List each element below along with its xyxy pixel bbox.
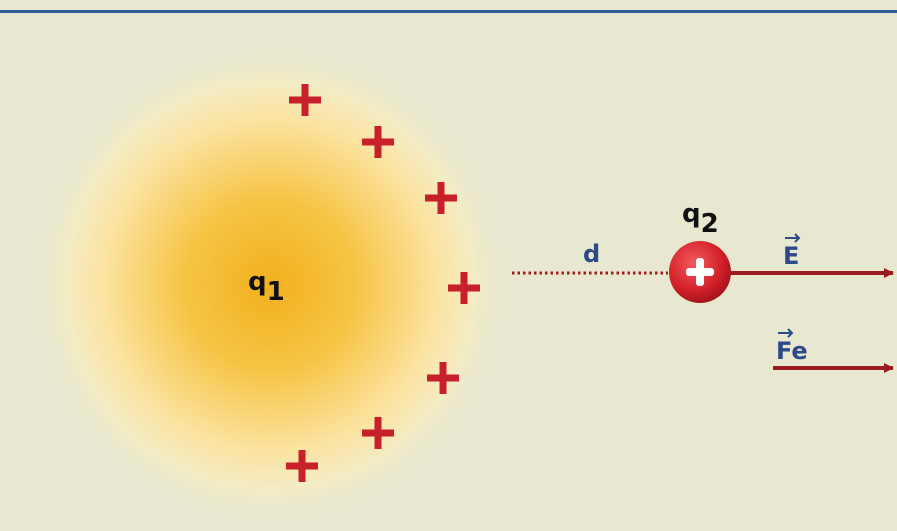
q2-label: q2 (682, 199, 719, 239)
plus-signs (286, 84, 480, 482)
charge-sphere (30, 45, 510, 525)
distance-label: d (583, 240, 600, 268)
force-label: Fe (776, 337, 808, 365)
vector-mark (785, 233, 801, 243)
q1-label: q1 (248, 267, 285, 307)
test-charge-plus (686, 258, 714, 286)
field-label: E (783, 242, 799, 270)
top-rule (0, 10, 897, 13)
vector-mark (778, 328, 794, 338)
